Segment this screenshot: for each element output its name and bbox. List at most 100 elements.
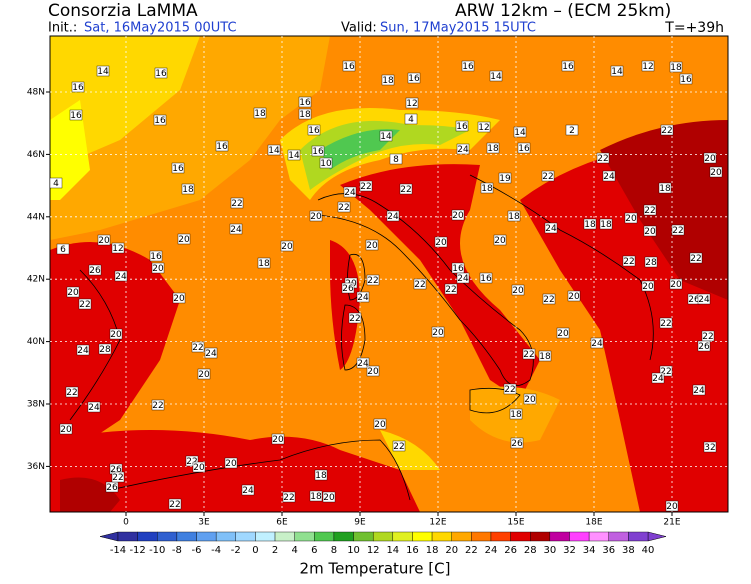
- label-box: [511, 284, 525, 296]
- title: Consorzia LaMMA: [48, 1, 198, 21]
- temperature-label: 24: [77, 346, 89, 356]
- colorbar-label: 22: [465, 545, 478, 556]
- label-box: [461, 60, 475, 72]
- label-box: [192, 461, 206, 473]
- label-box: [407, 72, 421, 84]
- temperature-label: 24: [457, 145, 469, 155]
- label-box: [451, 209, 465, 221]
- lat-tick-label: 40N: [27, 337, 45, 347]
- colorbar-cell: [451, 531, 472, 542]
- colorbar-cell: [314, 531, 335, 542]
- temperature-label: 20: [323, 493, 335, 503]
- label-box: [381, 74, 395, 86]
- temperature-label: 16: [70, 111, 82, 121]
- temperature-label: 24: [457, 274, 469, 284]
- label-box: [583, 218, 597, 230]
- label-box: [556, 327, 570, 339]
- label-box: [644, 256, 658, 268]
- colorbar-label: 28: [524, 545, 537, 556]
- label-box: [267, 144, 281, 156]
- temperature-label: 20: [193, 463, 205, 473]
- label-box: [641, 280, 655, 292]
- temperature-label: 24: [205, 349, 217, 359]
- temperature-label: 14: [288, 151, 300, 161]
- lat-tick-label: 36N: [27, 462, 45, 472]
- temperature-label: 20: [178, 235, 190, 245]
- label-box: [498, 172, 512, 184]
- label-box: [88, 264, 102, 276]
- label-box: [56, 243, 70, 255]
- label-box: [111, 242, 125, 254]
- lon-tick-label: 15E: [507, 518, 524, 528]
- temperature-label: 26: [342, 284, 354, 294]
- temperature-label: 20: [272, 435, 284, 445]
- colorbar-cell: [274, 531, 295, 542]
- colorbar-label: 34: [583, 545, 596, 556]
- temperature-label: 20: [367, 367, 379, 377]
- colorbar-cell: [117, 531, 138, 542]
- temperature-label: 16: [312, 147, 324, 157]
- temperature-label: 26: [698, 342, 710, 352]
- colorbar-label: 8: [331, 545, 337, 556]
- temperature-label: 14: [611, 67, 623, 77]
- label-box: [253, 107, 267, 119]
- label-box: [610, 65, 624, 77]
- temperature-label: 10: [320, 159, 332, 169]
- temperature-label: 16: [308, 126, 320, 136]
- label-box: [544, 222, 558, 234]
- temperature-label: 16: [480, 274, 492, 284]
- label-box: [230, 197, 244, 209]
- temperature-label: 22: [660, 319, 671, 329]
- colorbar-label: -2: [231, 545, 241, 556]
- label-box: [651, 372, 665, 384]
- label-box: [641, 60, 655, 72]
- temperature-label: 18: [182, 185, 194, 195]
- temperature-label: 20: [374, 420, 386, 430]
- temperature-label: 22: [660, 367, 671, 377]
- label-box: [151, 399, 165, 411]
- label-box: [703, 441, 717, 453]
- label-box: [71, 81, 85, 93]
- temperature-label: 18: [315, 471, 327, 481]
- temperature-label: 22: [542, 172, 553, 182]
- label-box: [658, 182, 672, 194]
- colorbar-label: 2: [272, 545, 278, 556]
- colorbar-cell: [294, 531, 315, 542]
- temperature-label: 20: [67, 288, 79, 298]
- temperature-label: 22: [152, 401, 163, 411]
- label-box: [65, 386, 79, 398]
- label-box: [692, 384, 706, 396]
- lon-tick-label: 0: [123, 518, 129, 528]
- temperature-label: 18: [481, 184, 493, 194]
- label-box: [96, 65, 110, 77]
- temperature-label: 20: [60, 425, 72, 435]
- temperature-label: 16: [172, 164, 184, 174]
- temperature-label: 16: [72, 83, 84, 93]
- label-box: [541, 170, 555, 182]
- label-box: [486, 142, 500, 154]
- label-box: [434, 236, 448, 248]
- temperature-label: 20: [173, 294, 185, 304]
- colorbar-label: 40: [642, 545, 655, 556]
- temperature-label: 18: [487, 144, 499, 154]
- temperature-label: 20: [557, 329, 569, 339]
- colorbar-cell: [157, 531, 178, 542]
- colorbar-title: 2m Temperature [C]: [300, 560, 451, 578]
- label-box: [643, 225, 657, 237]
- temperature-label: 20: [704, 154, 716, 164]
- temperature-label: 24: [693, 386, 705, 396]
- temperature-label: 22: [504, 385, 515, 395]
- label-box: [542, 293, 556, 305]
- temperature-label: 20: [710, 168, 722, 178]
- temperature-label: 16: [518, 144, 530, 154]
- label-box: [561, 60, 575, 72]
- temperature-label: 22: [623, 257, 634, 267]
- colorbar-arrow: [99, 531, 119, 542]
- temperature-label: 20: [152, 264, 164, 274]
- label-box: [257, 257, 271, 269]
- map-frame: [49, 35, 729, 513]
- colorbar-cell: [333, 531, 354, 542]
- lat-tick-label: 48N: [27, 88, 45, 98]
- label-box: [204, 347, 218, 359]
- colorbar-cell: [137, 531, 158, 542]
